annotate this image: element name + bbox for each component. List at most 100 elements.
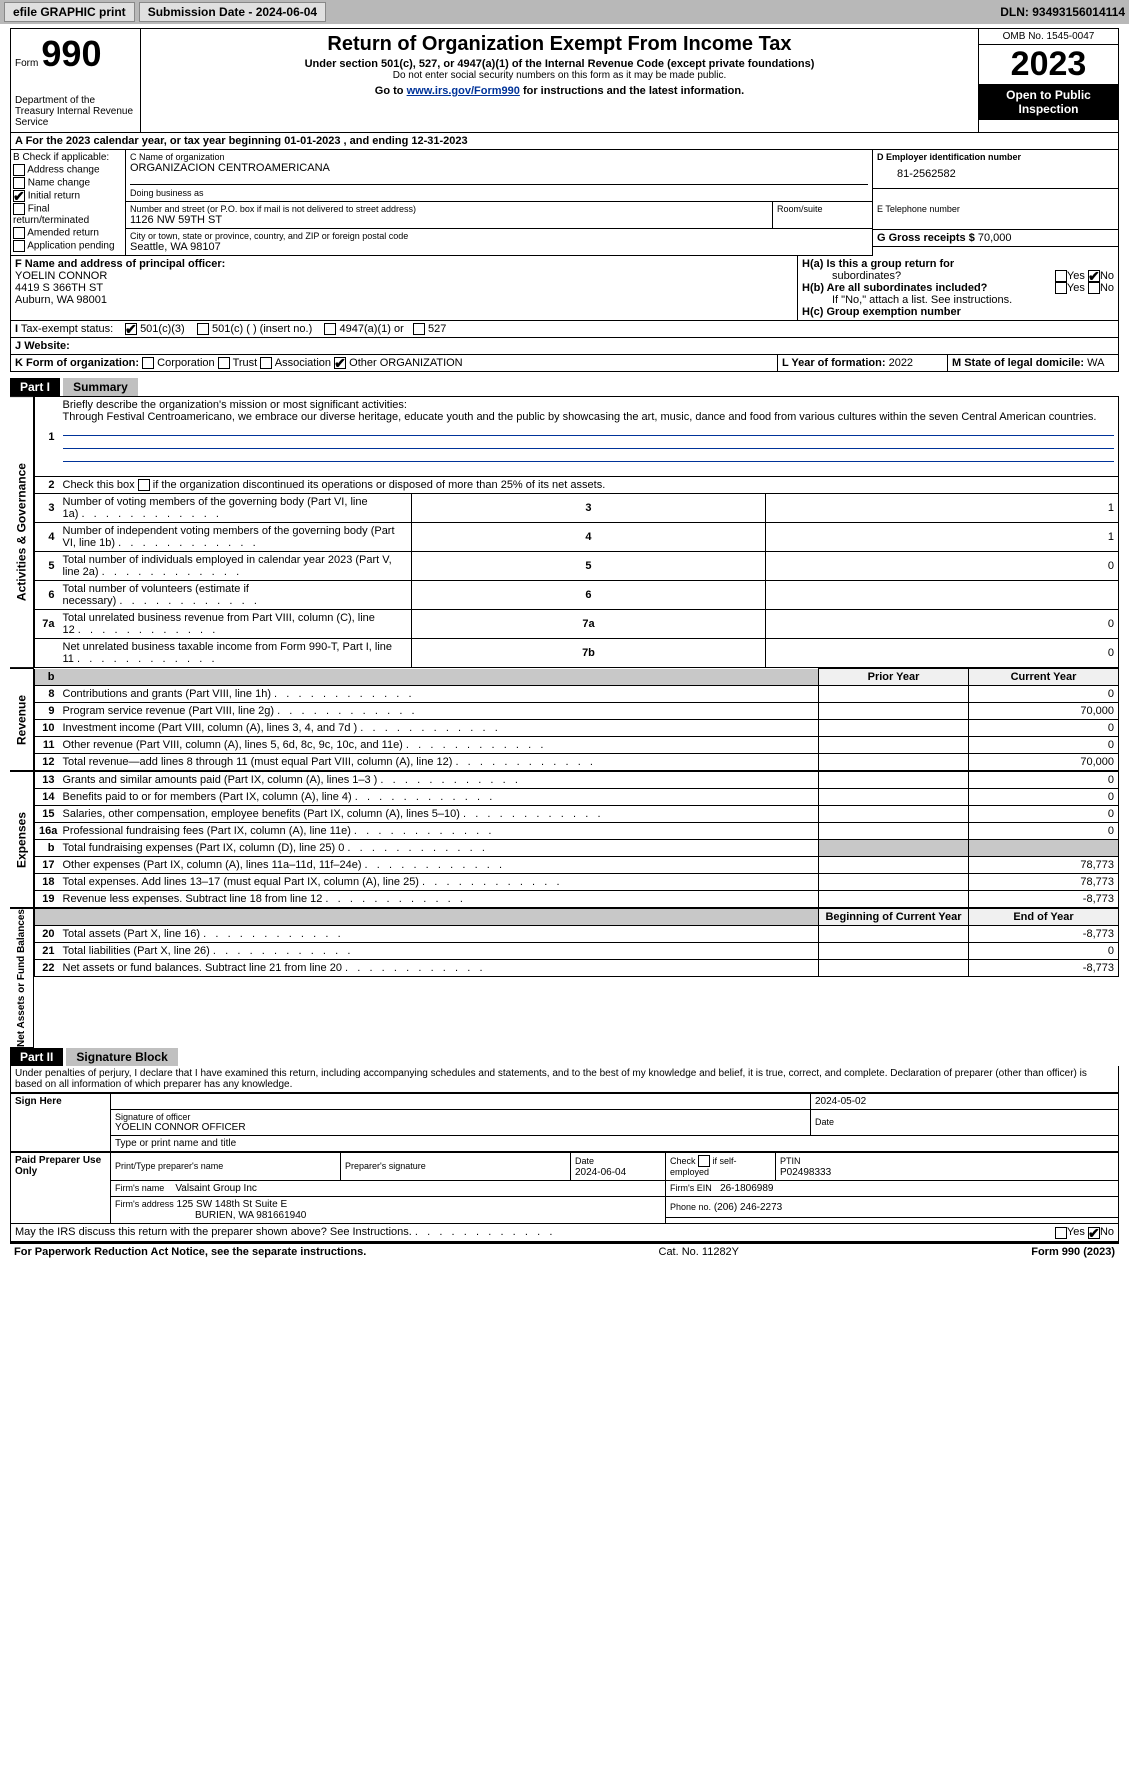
table-row: 8 Contributions and grants (Part VIII, l… <box>35 686 1119 703</box>
chk-corp-label: Corporation <box>157 357 214 369</box>
addr-label: Number and street (or P.O. box if mail i… <box>130 204 768 214</box>
firm-ein-label: Firm's EIN <box>670 1183 712 1193</box>
ha-no[interactable] <box>1088 270 1100 282</box>
section-rev-label: Revenue <box>10 668 34 771</box>
prep-date: 2024-06-04 <box>575 1167 626 1178</box>
chk-4947-label: 4947(a)(1) or <box>340 323 404 335</box>
goto-suffix: for instructions and the latest informat… <box>523 85 744 97</box>
table-row: 14 Benefits paid to or for members (Part… <box>35 789 1119 806</box>
ptin-label: PTIN <box>780 1156 801 1166</box>
perjury-text: Under penalties of perjury, I declare th… <box>10 1066 1119 1093</box>
tax-year: 2023 <box>979 45 1118 84</box>
hb-yes[interactable] <box>1055 282 1067 294</box>
part2-title: Signature Block <box>66 1048 177 1066</box>
hb-label: H(b) Are all subordinates included? <box>802 282 987 294</box>
box-d-label: D Employer identification number <box>877 152 1114 162</box>
chk-address-change[interactable] <box>13 164 25 176</box>
form-number: 990 <box>41 33 101 74</box>
officer-name: YOELIN CONNOR <box>15 270 793 282</box>
year-formation: 2022 <box>889 357 913 369</box>
chk-amended-return[interactable] <box>13 227 25 239</box>
city-value: Seattle, WA 98107 <box>130 241 868 253</box>
discuss-yes[interactable] <box>1055 1227 1067 1239</box>
chk-501c[interactable] <box>197 323 209 335</box>
ha-sub: subordinates? <box>802 270 901 282</box>
discuss-q: May the IRS discuss this return with the… <box>15 1226 412 1238</box>
chk-address-change-label: Address change <box>27 165 99 176</box>
chk-corp[interactable] <box>142 357 154 369</box>
chk-assoc[interactable] <box>260 357 272 369</box>
hb-yes-label: Yes <box>1067 282 1085 294</box>
chk-trust-label: Trust <box>233 357 258 369</box>
chk-501c3[interactable] <box>125 323 137 335</box>
table-row: 11 Other revenue (Part VIII, column (A),… <box>35 737 1119 754</box>
firm-name-label: Firm's name <box>115 1183 164 1193</box>
chk-application-pending[interactable] <box>13 240 25 252</box>
box-k-label: K Form of organization: <box>15 357 139 369</box>
table-row: 12 Total revenue—add lines 8 through 11 … <box>35 754 1119 771</box>
chk-initial-return[interactable] <box>13 190 25 202</box>
box-m-label: M State of legal domicile: <box>952 357 1084 369</box>
ha-yes-label: Yes <box>1067 270 1085 282</box>
chk-discontinued[interactable] <box>138 479 150 491</box>
officer-addr: 4419 S 366TH ST <box>15 282 793 294</box>
chk-application-pending-label: Application pending <box>27 241 114 252</box>
box-i-label: Tax-exempt status: <box>21 323 113 335</box>
chk-name-change-label: Name change <box>28 178 90 189</box>
paid-preparer-label: Paid Preparer Use Only <box>11 1153 111 1224</box>
table-row: 16a Professional fundraising fees (Part … <box>35 823 1119 840</box>
form-subtitle: Under section 501(c), 527, or 4947(a)(1)… <box>145 58 974 70</box>
box-b: B Check if applicable: Address change Na… <box>11 150 126 256</box>
sign-here-label: Sign Here <box>11 1094 111 1152</box>
section-net-label: Net Assets or Fund Balances <box>10 908 34 1048</box>
chk-527[interactable] <box>413 323 425 335</box>
chk-other[interactable] <box>334 357 346 369</box>
table-row: 6 Total number of volunteers (estimate i… <box>35 581 1119 610</box>
goto-prefix: Go to <box>375 85 407 97</box>
table-row: 18 Total expenses. Add lines 13–17 (must… <box>35 874 1119 891</box>
gross-receipts: 70,000 <box>978 232 1012 244</box>
table-row: 21 Total liabilities (Part X, line 26) 0 <box>35 943 1119 960</box>
chk-other-label: Other <box>349 357 377 369</box>
room-label: Room/suite <box>777 204 868 214</box>
chk-final-return[interactable] <box>13 203 25 215</box>
chk-trust[interactable] <box>218 357 230 369</box>
submission-date-pill: Submission Date - 2024-06-04 <box>139 2 326 22</box>
toolbar: efile GRAPHIC print Submission Date - 20… <box>0 0 1129 24</box>
part2-hdr: Part II <box>10 1048 63 1066</box>
goto-link[interactable]: www.irs.gov/Form990 <box>407 85 520 97</box>
dln-label: DLN: 93493156014114 <box>1000 5 1125 19</box>
mission-text: Through Festival Centroamericano, we emb… <box>63 411 1097 423</box>
chk-4947[interactable] <box>324 323 336 335</box>
form-title: Return of Organization Exempt From Incom… <box>145 33 974 56</box>
omb-number: OMB No. 1545-0047 <box>979 29 1118 45</box>
ptin-value: P02498333 <box>780 1167 831 1178</box>
box-j-label: Website: <box>24 340 70 352</box>
sig-of-officer-label: Signature of officer <box>115 1112 806 1122</box>
chk-initial-return-label: Initial return <box>28 191 80 202</box>
section-ag-label: Activities & Governance <box>10 396 34 668</box>
chk-501c3-label: 501(c)(3) <box>140 323 185 335</box>
table-row: 7a Total unrelated business revenue from… <box>35 610 1119 639</box>
discuss-no[interactable] <box>1088 1227 1100 1239</box>
chk-527-label: 527 <box>428 323 446 335</box>
efile-print-button[interactable]: efile GRAPHIC print <box>4 2 135 22</box>
chk-self-employed[interactable] <box>698 1155 710 1167</box>
firm-addr2: BURIEN, WA 981661940 <box>115 1210 306 1221</box>
ha-label: H(a) Is this a group return for <box>802 258 954 270</box>
firm-ein: 26-1806989 <box>720 1183 773 1194</box>
ha-no-label: No <box>1100 270 1114 282</box>
hb-no[interactable] <box>1088 282 1100 294</box>
firm-phone-label: Phone no. <box>670 1202 711 1212</box>
firm-addr: 125 SW 148th St Suite E <box>177 1199 288 1210</box>
ha-yes[interactable] <box>1055 270 1067 282</box>
discuss-no-label: No <box>1100 1226 1114 1238</box>
box-c-name-label: C Name of organization <box>130 152 868 162</box>
section-exp-label: Expenses <box>10 771 34 908</box>
part1-title: Summary <box>63 378 138 396</box>
box-g-label: G Gross receipts $ <box>877 232 975 244</box>
officer-city: Auburn, WA 98001 <box>15 294 793 306</box>
end-year-hdr: End of Year <box>969 909 1119 926</box>
hb-note: If "No," attach a list. See instructions… <box>802 294 1114 306</box>
table-row: 19 Revenue less expenses. Subtract line … <box>35 891 1119 908</box>
